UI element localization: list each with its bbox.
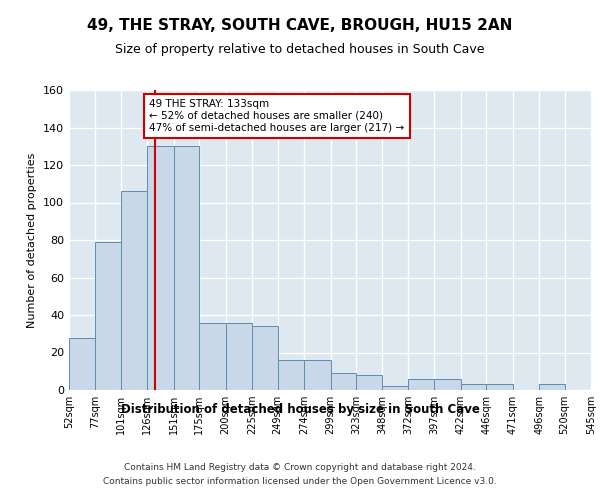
Text: Distribution of detached houses by size in South Cave: Distribution of detached houses by size …	[121, 402, 479, 415]
Bar	[331, 373, 356, 390]
Bar	[69, 338, 95, 390]
Bar	[382, 386, 408, 390]
Bar	[226, 322, 252, 390]
Text: 49 THE STRAY: 133sqm
← 52% of detached houses are smaller (240)
47% of semi-deta: 49 THE STRAY: 133sqm ← 52% of detached h…	[149, 100, 404, 132]
Text: Contains public sector information licensed under the Open Government Licence v3: Contains public sector information licen…	[103, 478, 497, 486]
Bar	[539, 384, 565, 390]
Y-axis label: Number of detached properties: Number of detached properties	[28, 152, 37, 328]
Text: Size of property relative to detached houses in South Cave: Size of property relative to detached ho…	[115, 42, 485, 56]
Bar	[408, 379, 434, 390]
Bar	[278, 360, 304, 390]
Bar	[121, 191, 148, 390]
Bar	[356, 375, 382, 390]
Bar	[486, 384, 512, 390]
Bar	[174, 146, 199, 390]
Bar	[461, 384, 486, 390]
Text: 49, THE STRAY, SOUTH CAVE, BROUGH, HU15 2AN: 49, THE STRAY, SOUTH CAVE, BROUGH, HU15 …	[88, 18, 512, 32]
Bar	[199, 322, 226, 390]
Bar	[304, 360, 331, 390]
Bar	[434, 379, 461, 390]
Bar	[252, 326, 278, 390]
Bar	[148, 146, 174, 390]
Text: Contains HM Land Registry data © Crown copyright and database right 2024.: Contains HM Land Registry data © Crown c…	[124, 462, 476, 471]
Bar	[95, 242, 121, 390]
